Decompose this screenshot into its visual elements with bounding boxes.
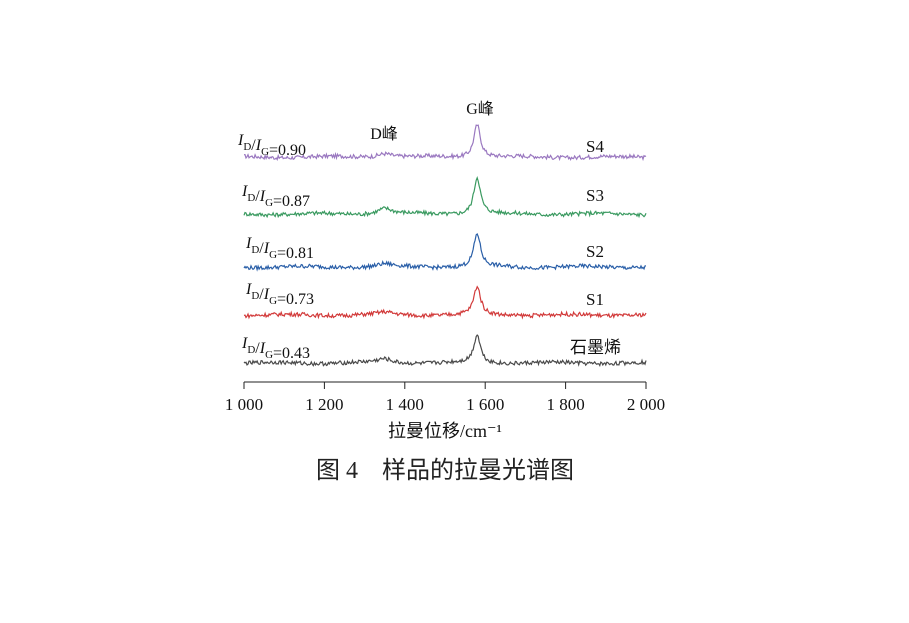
ratio-label: ID/IG=0.90 xyxy=(237,132,306,159)
series-name-label: S3 xyxy=(586,186,604,205)
peak-label: D峰 xyxy=(370,125,398,143)
peak-label: G峰 xyxy=(466,100,494,118)
x-tick-label: 1 000 xyxy=(225,395,263,414)
series-line xyxy=(243,124,647,162)
ratio-label: ID/IG=0.87 xyxy=(241,183,310,210)
x-axis-label: 拉曼位移/cm⁻¹ xyxy=(388,421,502,441)
figure-caption: 图 4 样品的拉曼光谱图 xyxy=(316,457,574,484)
series-line xyxy=(243,285,647,320)
series-name-label: 石墨烯 xyxy=(570,338,621,357)
series-name-label: S4 xyxy=(586,137,604,156)
x-tick-label: 2 000 xyxy=(627,395,665,414)
x-ticks: 1 000 1 200 1 400 1 600 1 800 2 000 xyxy=(225,382,665,414)
ratio-label: ID/IG=0.73 xyxy=(245,281,314,308)
series-name-label: S1 xyxy=(586,290,604,309)
ratio-label: ID/IG=0.43 xyxy=(241,335,310,362)
x-tick-label: 1 200 xyxy=(305,395,343,414)
x-tick-label: 1 400 xyxy=(386,395,424,414)
series-group xyxy=(243,124,647,367)
series-name-label: S2 xyxy=(586,242,604,261)
labels-group: ID/IG=0.90 S4 ID/IG=0.87 S3 ID/IG=0.81 S2 ID/I… xyxy=(237,100,621,362)
series-line xyxy=(243,175,647,219)
x-tick-label: 1 800 xyxy=(546,395,584,414)
x-axis: 1 000 1 200 1 400 1 600 1 800 2 000 xyxy=(225,381,665,414)
x-tick-label: 1 600 xyxy=(466,395,504,414)
ratio-label: ID/IG=0.81 xyxy=(245,235,314,262)
series-line xyxy=(243,334,647,367)
series-line xyxy=(243,233,647,272)
